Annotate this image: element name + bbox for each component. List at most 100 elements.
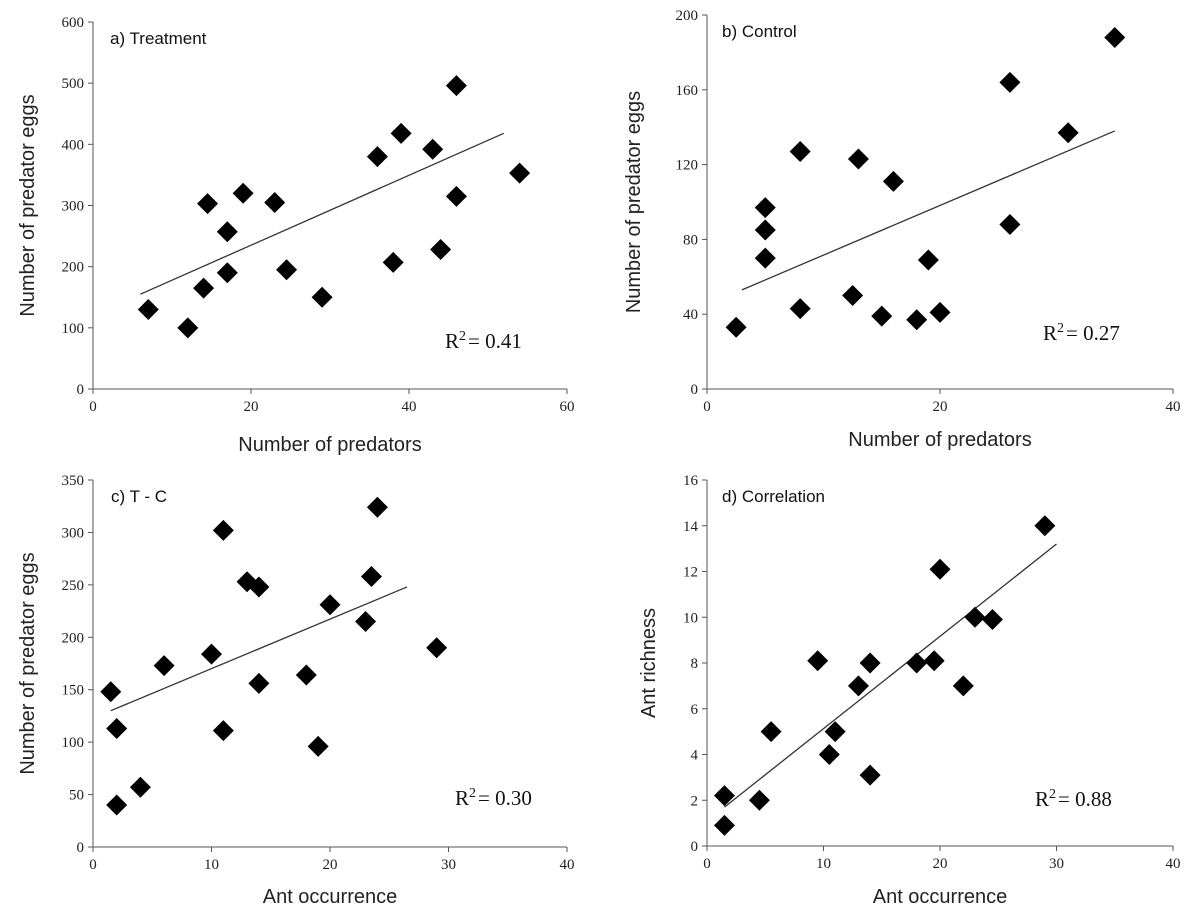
data-point [264, 191, 286, 213]
y-tick-label: 250 [62, 578, 85, 594]
y-axis-title: Ant richness [638, 608, 660, 718]
x-axis-title: Number of predators [238, 434, 421, 456]
x-tick-label: 40 [402, 399, 417, 415]
data-point [201, 643, 222, 665]
x-tick-label: 10 [816, 856, 831, 872]
trend-line [724, 543, 1057, 808]
data-point [212, 720, 234, 742]
data-point [216, 221, 238, 243]
y-tick-label: 14 [683, 519, 699, 535]
data-point [824, 721, 846, 743]
panel-b: 0 40 80 120 160 200 0 20 40 Number of predators Nu… [623, 8, 1181, 451]
y-tick-label: 12 [683, 565, 698, 581]
y-tick-label: 50 [69, 788, 84, 804]
data-point [859, 764, 881, 786]
data-point [445, 75, 467, 97]
data-point [999, 71, 1021, 93]
r-squared-value: = 0.27 [1066, 321, 1120, 345]
data-point [906, 309, 928, 331]
data-point [153, 655, 175, 677]
data-point [426, 637, 448, 659]
x-tick-label: 0 [703, 399, 711, 415]
y-axis-title: Number of predator eggs [17, 552, 39, 774]
x-tick-label: 0 [703, 856, 711, 872]
data-point [232, 182, 254, 204]
data-point [882, 170, 904, 192]
data-point [193, 277, 215, 299]
data-point [917, 249, 939, 271]
y-axis-title: Number of predator eggs [623, 91, 645, 313]
data-point [906, 652, 928, 674]
r-squared-symbol: R [1043, 321, 1057, 345]
data-point [430, 239, 452, 261]
data-point [390, 122, 412, 144]
y-tick-label: 400 [62, 137, 85, 153]
data-point [981, 609, 1003, 631]
y-tick-label: 300 [62, 525, 85, 541]
data-point [754, 219, 776, 241]
data-point [1057, 122, 1079, 144]
data-point [212, 519, 234, 541]
x-tick-label: 30 [1049, 856, 1064, 872]
data-point [248, 672, 270, 694]
data-point [382, 251, 404, 273]
x-axis-title: Ant occurrence [873, 886, 1008, 908]
r-squared-label: R2= 0.41 [445, 329, 522, 353]
y-tick-label: 200 [62, 260, 85, 276]
data-point [1104, 26, 1126, 48]
data-point [923, 650, 945, 672]
data-point [999, 213, 1021, 235]
data-point [807, 650, 829, 672]
data-point [197, 193, 219, 215]
data-point [360, 565, 382, 587]
data-point [871, 305, 893, 327]
data-point [929, 301, 951, 323]
x-tick-label: 40 [1166, 399, 1181, 415]
y-axis-title: Number of predator eggs [17, 94, 39, 316]
r-squared-exponent: 2 [469, 786, 476, 801]
data-point [106, 718, 128, 740]
data-point [754, 247, 776, 269]
y-tick-label: 600 [62, 15, 85, 31]
data-point [311, 286, 333, 308]
data-point [1034, 515, 1056, 537]
data-point [216, 262, 238, 284]
r-squared-exponent: 2 [459, 329, 466, 344]
data-point [422, 138, 444, 160]
y-tick-label: 200 [62, 630, 85, 646]
x-tick-label: 20 [323, 857, 338, 873]
y-tick-label: 8 [691, 656, 699, 672]
data-point [248, 576, 270, 598]
data-point [276, 259, 298, 281]
data-point [952, 675, 974, 697]
data-point [842, 285, 864, 306]
y-tick-label: 80 [683, 232, 698, 248]
data-point [713, 814, 735, 836]
data-point [366, 146, 388, 168]
r-squared-label: R2= 0.27 [1043, 321, 1120, 345]
x-tick-label: 30 [441, 857, 456, 873]
y-tick-label: 16 [683, 473, 699, 489]
data-point [445, 185, 467, 207]
x-axis-title: Number of predators [848, 429, 1031, 451]
x-tick-label: 0 [89, 857, 97, 873]
x-tick-label: 20 [933, 856, 948, 872]
trend-line [110, 586, 408, 712]
r-squared-label: R2= 0.30 [455, 786, 532, 810]
panel-a: 0 100 200 300 400 500 600 0 20 40 60 Number of pred… [17, 15, 575, 456]
data-point [509, 162, 531, 184]
data-point [713, 785, 735, 807]
data-point [137, 298, 159, 320]
data-point [964, 606, 986, 628]
r-squared-value: = 0.41 [468, 329, 522, 353]
panel-title: c) T - C [111, 487, 167, 506]
data-point [818, 744, 840, 765]
x-tick-label: 20 [244, 399, 259, 415]
r-squared-value: = 0.88 [1058, 787, 1112, 811]
y-tick-label: 0 [691, 382, 699, 398]
r-squared-symbol: R [455, 786, 469, 810]
y-tick-label: 200 [676, 8, 699, 24]
data-point [355, 611, 377, 633]
data-point [789, 141, 811, 163]
data-point [859, 652, 881, 674]
